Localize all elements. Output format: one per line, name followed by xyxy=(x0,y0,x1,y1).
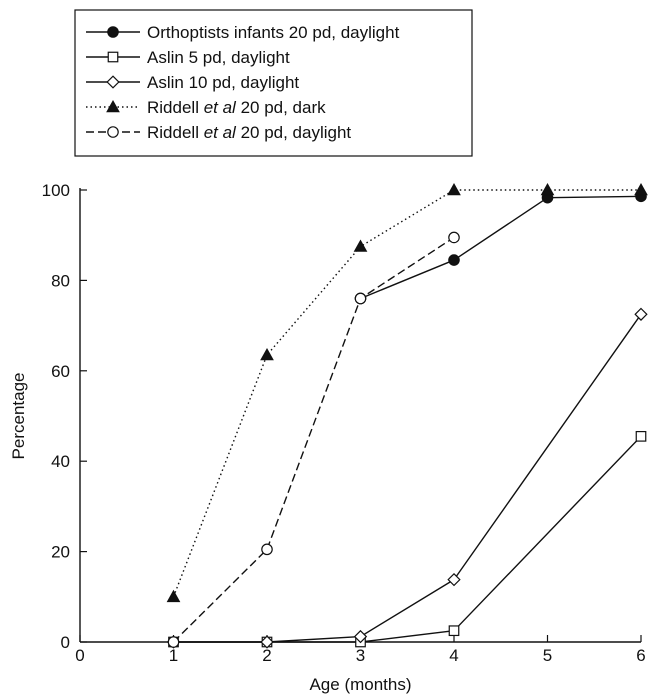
legend-label: Orthoptists infants 20 pd, daylight xyxy=(147,23,400,42)
legend-marker xyxy=(107,26,119,38)
data-point-riddell-20pd-dark xyxy=(166,589,181,603)
data-point-orthoptists-20pd-daylight xyxy=(448,254,460,266)
y-axis-title: Percentage xyxy=(9,373,28,460)
plot-area xyxy=(166,182,648,649)
data-point-aslin-5pd-daylight xyxy=(448,625,460,637)
legend-item-aslin-5pd-daylight: Aslin 5 pd, daylight xyxy=(86,48,290,67)
x-tick-label: 1 xyxy=(169,646,178,665)
data-point-riddell-20pd-dark xyxy=(260,347,274,361)
y-tick-label: 0 xyxy=(61,633,70,652)
legend-item-orthoptists-20pd-daylight: Orthoptists infants 20 pd, daylight xyxy=(86,23,400,42)
y-tick-label: 60 xyxy=(51,362,70,381)
data-point-aslin-10pd-daylight xyxy=(260,635,274,649)
legend-label: Aslin 10 pd, daylight xyxy=(147,73,299,92)
x-tick-label: 5 xyxy=(543,646,552,665)
legend-label: Riddell et al 20 pd, daylight xyxy=(147,123,351,142)
legend-item-aslin-10pd-daylight: Aslin 10 pd, daylight xyxy=(86,73,299,92)
x-tick-label: 3 xyxy=(356,646,365,665)
x-tick-label: 0 xyxy=(75,646,84,665)
data-point-aslin-10pd-daylight xyxy=(353,629,368,644)
data-point-riddell-20pd-daylight xyxy=(354,292,367,305)
legend-label: Riddell et al 20 pd, dark xyxy=(147,98,326,117)
series-aslin-10pd-daylight xyxy=(166,307,648,649)
y-tick-label: 40 xyxy=(51,452,70,471)
x-axis-title: Age (months) xyxy=(309,675,411,694)
series-line-riddell-20pd-dark xyxy=(172,189,641,598)
data-point-riddell-20pd-dark xyxy=(447,182,461,196)
legend-item-riddell-20pd-dark: Riddell et al 20 pd, dark xyxy=(86,98,326,117)
legend-marker xyxy=(107,51,119,63)
series-line-orthoptists-20pd-daylight xyxy=(360,195,642,300)
legend-marker xyxy=(106,75,120,89)
x-tick-label: 6 xyxy=(636,646,645,665)
data-point-aslin-10pd-daylight xyxy=(634,307,648,321)
y-tick-label: 100 xyxy=(42,181,70,200)
series-line-riddell-20pd-daylight xyxy=(173,236,455,643)
y-tick-label: 80 xyxy=(51,271,70,290)
x-tick-label: 2 xyxy=(262,646,271,665)
data-point-riddell-20pd-dark xyxy=(353,239,368,252)
x-tick-label: 4 xyxy=(449,646,458,665)
series-line-aslin-5pd-daylight xyxy=(173,435,642,643)
data-point-riddell-20pd-daylight xyxy=(261,543,273,556)
data-point-riddell-20pd-dark xyxy=(634,182,648,196)
series-line-aslin-10pd-daylight xyxy=(173,313,642,643)
series-aslin-5pd-daylight xyxy=(168,430,647,648)
series-orthoptists-20pd-daylight xyxy=(354,190,647,305)
legend-box xyxy=(74,9,473,157)
legend: Orthoptists infants 20 pd, daylight Aslin… xyxy=(74,9,473,157)
series-riddell-20pd-daylight xyxy=(167,231,460,648)
legend-marker xyxy=(107,126,119,138)
data-point-riddell-20pd-daylight xyxy=(448,231,460,244)
data-point-aslin-10pd-daylight xyxy=(447,572,461,587)
y-tick-label: 20 xyxy=(51,543,70,562)
data-point-riddell-20pd-daylight xyxy=(167,636,180,648)
data-point-aslin-5pd-daylight xyxy=(635,430,647,442)
legend-item-riddell-20pd-daylight: Riddell et al 20 pd, daylight xyxy=(86,123,351,142)
series-riddell-20pd-dark xyxy=(166,182,648,603)
data-point-riddell-20pd-dark xyxy=(540,182,555,196)
legend-label: Aslin 5 pd, daylight xyxy=(147,48,290,67)
legend-marker xyxy=(106,99,120,113)
